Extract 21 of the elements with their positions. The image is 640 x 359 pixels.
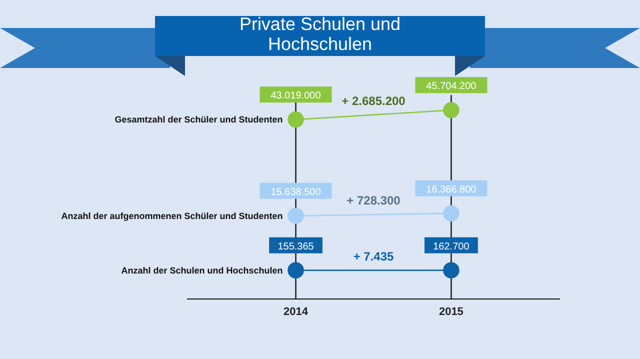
annotation: + 7.435 [353,249,394,264]
data-label: 16.366.800 [426,184,477,196]
annotation: + 2.685.200 [342,94,406,108]
point [288,111,304,128]
x-tick-label: 2015 [438,306,464,318]
annotation: + 728.300 [346,194,401,208]
series-label: Gesamtzahl der Schüler und Studenten [114,114,283,125]
data-label: 155.365 [278,241,314,252]
data-label: 43.019.000 [270,90,322,102]
chart-title: Private Schulen und Hochschulen [238,14,402,54]
data-label: 45.704.200 [426,81,477,92]
point [443,262,460,278]
point [288,208,304,224]
point [443,205,460,222]
data-label: 15.638.500 [270,186,322,198]
point [443,102,460,118]
point [288,262,304,278]
x-tick-label: 2014 [284,306,309,318]
series-label: Anzahl der Schulen und Hochschulen [121,265,283,276]
series-label: Anzahl der aufgenommenen Schüler und Studenten [61,210,283,221]
data-label: 162.700 [433,241,470,252]
